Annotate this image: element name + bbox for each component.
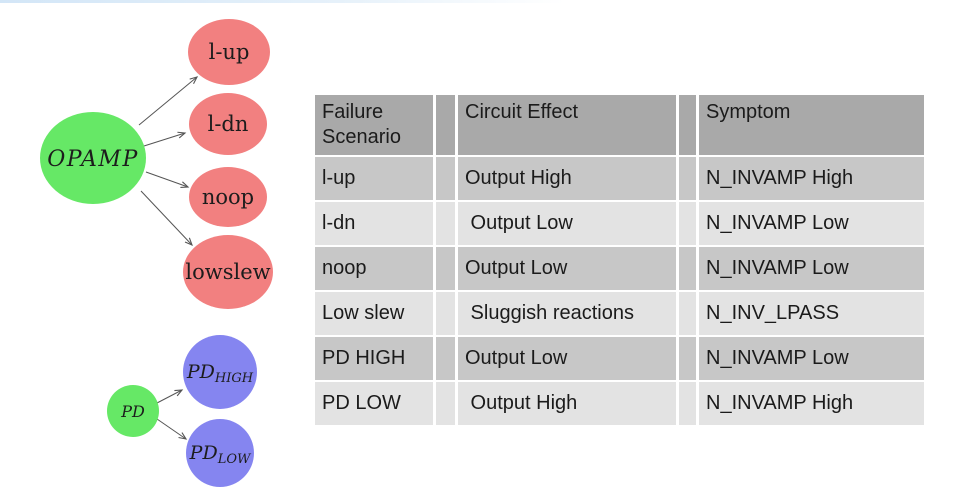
cell-scenario: PD LOW [312, 380, 436, 427]
cell-effect: Sluggish reactions [455, 290, 679, 337]
opamp-node-label: OPAMP [47, 147, 139, 172]
cell-spacer [433, 380, 458, 427]
pd-low-node-label: PDLOW [189, 442, 252, 467]
pd-node-label: PD [120, 402, 145, 421]
arrow-opamp-to-l-dn [143, 131, 187, 147]
cell-symptom: N_INV_LPASS [696, 290, 927, 337]
cell-spacer [676, 335, 699, 382]
table-row: l-dn Output Low N_INVAMP Low [312, 200, 927, 247]
cell-effect: Output Low [455, 335, 679, 382]
arrow-opamp-to-noop [145, 171, 190, 189]
cell-spacer [433, 290, 458, 337]
failure-scenario-table: Failure Scenario Circuit Effect Symptom … [312, 93, 927, 427]
header-circuit-effect: Circuit Effect [455, 93, 679, 157]
header-spacer-1 [433, 93, 458, 157]
arrow-pd-to-pdlow [156, 418, 188, 440]
failure-node-l-dn-label: l-dn [208, 112, 249, 136]
failure-node-lowslew [183, 235, 273, 309]
pd-arrows [156, 389, 188, 440]
cell-symptom: N_INVAMP Low [696, 200, 927, 247]
cell-scenario: l-up [312, 155, 436, 202]
cell-scenario: Low slew [312, 290, 436, 337]
opamp-node [40, 112, 146, 204]
header-spacer-2 [676, 93, 699, 157]
cell-spacer [676, 290, 699, 337]
cell-spacer [676, 245, 699, 292]
opamp-arrows [138, 76, 199, 247]
failure-node-noop [189, 167, 267, 227]
cell-effect: Output High [455, 155, 679, 202]
cell-symptom: N_INVAMP Low [696, 245, 927, 292]
arrow-opamp-to-l-up [138, 76, 199, 126]
pd-high-node [183, 335, 257, 409]
cell-spacer [676, 380, 699, 427]
table-header-row: Failure Scenario Circuit Effect Symptom [312, 93, 927, 157]
cell-scenario: noop [312, 245, 436, 292]
failure-node-l-up [188, 19, 270, 85]
fault-tree-diagram: OPAMP l-up l-dn noop lowslew PD PDHIGH P… [40, 19, 273, 487]
arrow-opamp-to-lowslew [140, 190, 193, 247]
table-row: PD LOW Output High N_INVAMP High [312, 380, 927, 427]
header-failure-scenario: Failure Scenario [312, 93, 436, 157]
cell-effect: Output High [455, 380, 679, 427]
top-accent-line [0, 0, 565, 3]
table-row: l-up Output High N_INVAMP High [312, 155, 927, 202]
cell-symptom: N_INVAMP High [696, 155, 927, 202]
pd-high-node-label: PDHIGH [186, 361, 254, 386]
header-symptom: Symptom [696, 93, 927, 157]
table-row: Low slew Sluggish reactions N_INV_LPASS [312, 290, 927, 337]
cell-scenario: PD HIGH [312, 335, 436, 382]
cell-spacer [433, 335, 458, 382]
pd-low-node [186, 419, 254, 487]
cell-symptom: N_INVAMP Low [696, 335, 927, 382]
cell-spacer [676, 200, 699, 247]
cell-scenario: l-dn [312, 200, 436, 247]
failure-node-l-dn [189, 93, 267, 155]
pd-node [107, 385, 159, 437]
cell-effect: Output Low [455, 200, 679, 247]
table-row: PD HIGH Output Low N_INVAMP Low [312, 335, 927, 382]
failure-node-l-up-label: l-up [209, 40, 250, 64]
cell-effect: Output Low [455, 245, 679, 292]
cell-spacer [676, 155, 699, 202]
cell-spacer [433, 245, 458, 292]
arrow-pd-to-pdhigh [156, 389, 184, 404]
cell-spacer [433, 155, 458, 202]
table-row: noop Output Low N_INVAMP Low [312, 245, 927, 292]
cell-spacer [433, 200, 458, 247]
cell-symptom: N_INVAMP High [696, 380, 927, 427]
failure-node-noop-label: noop [202, 185, 254, 209]
failure-node-lowslew-label: lowslew [185, 260, 270, 284]
